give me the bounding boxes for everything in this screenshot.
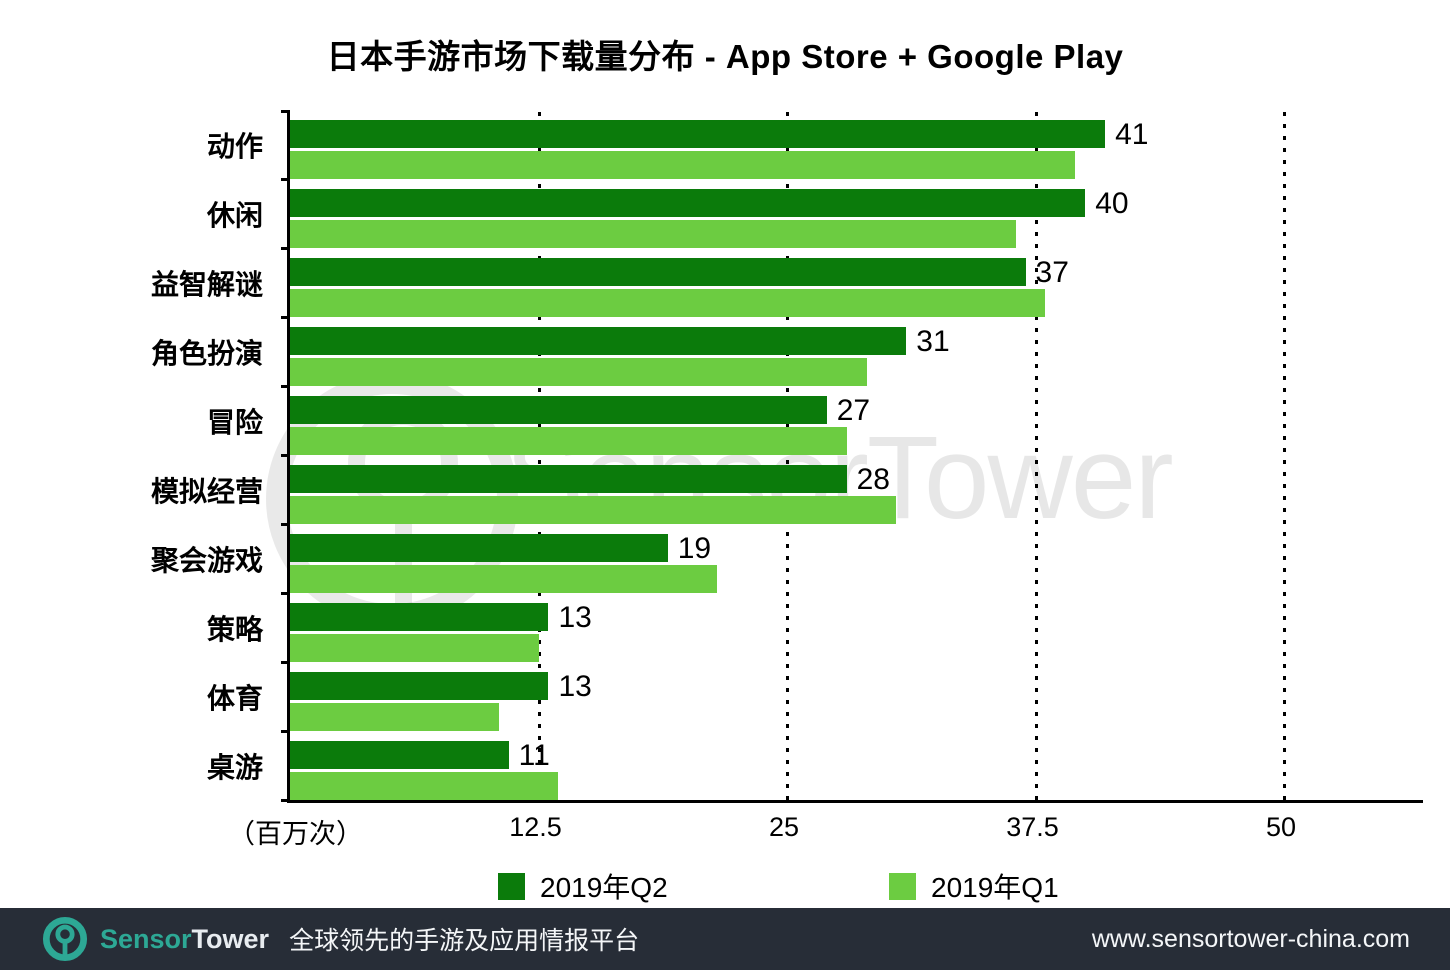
bar-group-3: 益智解谜 37 xyxy=(151,248,1423,317)
x-tick-label: 37.5 xyxy=(1006,812,1059,842)
bar-q1 xyxy=(290,496,897,524)
category-label: 冒险 xyxy=(206,406,263,438)
y-axis-tick xyxy=(281,316,290,319)
bar-q2 xyxy=(290,258,1026,286)
value-label: 11 xyxy=(518,739,550,772)
bar-q1 xyxy=(290,289,1046,317)
x-tick-label: 25 xyxy=(768,812,800,842)
category-label: 策略 xyxy=(206,613,263,645)
y-axis-tick xyxy=(281,730,290,733)
bar-q2 xyxy=(290,534,668,562)
y-axis-tick xyxy=(281,454,290,457)
bar-q1 xyxy=(290,358,867,386)
x-tick-label: 50 xyxy=(1265,812,1297,842)
bar-group-10: 桌游 11 xyxy=(207,731,1423,800)
bar-q2 xyxy=(290,465,847,493)
value-label: 37 xyxy=(1035,256,1069,289)
y-axis-tick xyxy=(281,592,290,595)
y-axis-tick xyxy=(281,661,290,664)
category-label: 体育 xyxy=(206,682,263,714)
bar-group-2: 休闲 40 xyxy=(207,179,1423,248)
legend-label-q2: 2019年Q2 xyxy=(540,872,668,903)
footer-bar: SensorTower 全球领先的手游及应用情报平台 www.sensortow… xyxy=(0,908,1450,970)
value-label: 13 xyxy=(558,670,592,703)
value-label: 40 xyxy=(1095,187,1129,220)
bar-group-9: 体育 13 xyxy=(207,662,1423,731)
bar-q1 xyxy=(290,565,718,593)
y-axis-tick xyxy=(281,385,290,388)
category-label: 益智解谜 xyxy=(150,268,263,300)
value-label: 13 xyxy=(558,601,592,634)
y-axis-tick xyxy=(281,523,290,526)
value-label: 31 xyxy=(916,325,950,358)
bar-group-8: 策略 13 xyxy=(207,593,1423,662)
category-label: 角色扮演 xyxy=(150,337,263,369)
sensortower-logo-icon xyxy=(42,916,88,962)
bar-q2 xyxy=(290,603,549,631)
legend-swatch-q2 xyxy=(498,872,525,900)
bar-q1 xyxy=(290,427,847,455)
footer-url: www.sensortower-china.com xyxy=(1091,924,1410,953)
value-label: 19 xyxy=(677,532,712,565)
bar-q1 xyxy=(290,220,1016,248)
category-label: 动作 xyxy=(206,130,263,162)
bar-q1 xyxy=(290,634,539,662)
bar-group-4: 角色扮演 31 xyxy=(151,317,1423,386)
legend-item-q2: 2019年Q2 xyxy=(498,866,668,906)
gridline-12.5 xyxy=(537,112,541,800)
legend-swatch-q1 xyxy=(889,872,916,900)
bar-q2 xyxy=(290,672,549,700)
gridline-25 xyxy=(786,112,789,800)
gridline-37.5 xyxy=(1034,112,1038,800)
bar-q2 xyxy=(290,396,827,424)
bar-q2 xyxy=(290,189,1086,217)
bar-group-7: 聚会游戏 19 xyxy=(151,524,1423,593)
legend-item-q1: 2019年Q1 xyxy=(889,866,1059,906)
legend-label-q1: 2019年Q1 xyxy=(931,872,1059,903)
bar-group-5: 冒险 27 xyxy=(207,386,1423,455)
y-axis-tick xyxy=(281,247,290,250)
y-axis-tick xyxy=(281,178,290,181)
value-label: 27 xyxy=(836,394,871,427)
y-axis-tick xyxy=(281,799,290,802)
value-label: 28 xyxy=(856,463,890,496)
category-label: 模拟经营 xyxy=(150,475,263,507)
footer-tagline: 全球领先的手游及应用情报平台 xyxy=(289,927,640,955)
y-axis-tick xyxy=(281,110,290,113)
value-label: 41 xyxy=(1115,118,1149,151)
bar-group-1: 动作 41 xyxy=(207,110,1423,179)
bar-q2 xyxy=(290,120,1106,148)
bar-q1 xyxy=(290,151,1076,179)
bar-q2 xyxy=(290,741,509,769)
brand-name: SensorTower xyxy=(100,923,270,954)
bar-q2 xyxy=(290,327,907,355)
bar-group-6: 模拟经营 28 xyxy=(151,455,1423,524)
bar-q1 xyxy=(290,772,559,800)
plot-area: SensorTower 动作 41 休闲 40 益智解谜 37 角色扮演 31 冒险 27 模拟经营… xyxy=(151,110,1423,803)
category-label: 聚会游戏 xyxy=(150,544,263,576)
x-axis-unit-label: （百万次） xyxy=(228,819,363,849)
x-tick-label: 12.5 xyxy=(509,812,562,842)
chart-title: 日本手游市场下载量分布 - App Store + Google Play xyxy=(326,38,1124,75)
gridline-50 xyxy=(1283,112,1286,800)
category-label: 休闲 xyxy=(206,199,263,231)
category-label: 桌游 xyxy=(206,751,263,783)
bar-q1 xyxy=(290,703,499,731)
